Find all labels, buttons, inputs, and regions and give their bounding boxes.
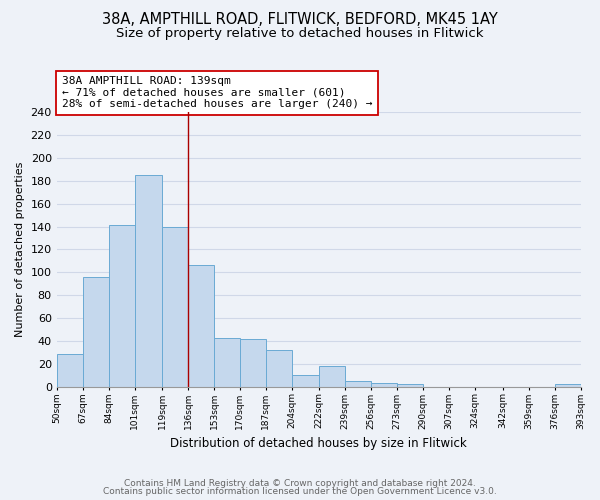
Bar bbox=[292, 376, 319, 386]
Bar bbox=[346, 381, 371, 386]
Text: Size of property relative to detached houses in Flitwick: Size of property relative to detached ho… bbox=[116, 28, 484, 40]
Bar bbox=[83, 277, 109, 386]
Text: 38A AMPTHILL ROAD: 139sqm
← 71% of detached houses are smaller (601)
28% of semi: 38A AMPTHILL ROAD: 139sqm ← 71% of detac… bbox=[62, 76, 373, 110]
Bar bbox=[319, 366, 346, 386]
Bar bbox=[554, 384, 581, 386]
Bar bbox=[371, 384, 397, 386]
Bar bbox=[266, 350, 292, 387]
X-axis label: Distribution of detached houses by size in Flitwick: Distribution of detached houses by size … bbox=[170, 437, 467, 450]
Bar bbox=[109, 226, 134, 386]
Bar bbox=[240, 338, 266, 386]
Bar bbox=[56, 354, 83, 386]
Y-axis label: Number of detached properties: Number of detached properties bbox=[15, 162, 25, 337]
Text: Contains HM Land Registry data © Crown copyright and database right 2024.: Contains HM Land Registry data © Crown c… bbox=[124, 478, 476, 488]
Bar bbox=[162, 226, 188, 386]
Bar bbox=[188, 266, 214, 386]
Bar bbox=[397, 384, 423, 386]
Bar bbox=[214, 338, 240, 386]
Text: Contains public sector information licensed under the Open Government Licence v3: Contains public sector information licen… bbox=[103, 487, 497, 496]
Bar bbox=[134, 175, 162, 386]
Text: 38A, AMPTHILL ROAD, FLITWICK, BEDFORD, MK45 1AY: 38A, AMPTHILL ROAD, FLITWICK, BEDFORD, M… bbox=[102, 12, 498, 28]
